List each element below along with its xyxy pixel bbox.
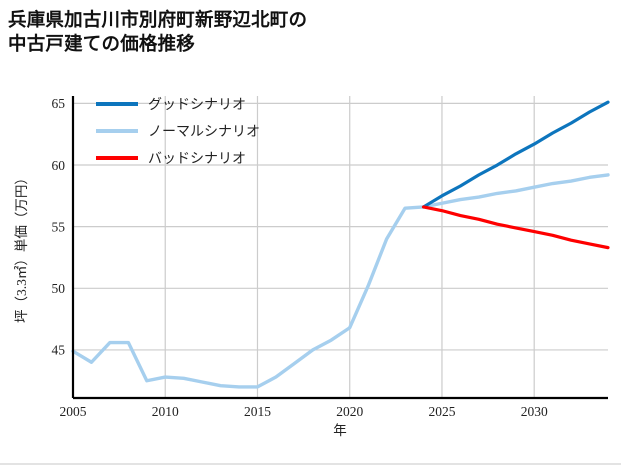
y-axis-tick-labels: 45 50 55 60 65 [52, 96, 66, 358]
y-axis-tick-label: 60 [52, 158, 66, 173]
series-lines [71, 100, 610, 389]
y-axis-tick-label: 55 [52, 219, 66, 234]
legend-label: グッドシナリオ [148, 97, 246, 113]
x-axis-tick-label: 2030 [521, 404, 548, 419]
legend-label: バッドシナリオ [148, 152, 246, 167]
series-line-good [421, 100, 610, 209]
x-axis-tick-label: 2010 [152, 404, 179, 419]
legend-label: ノーマルシナリオ [148, 125, 260, 140]
series-line-bad [421, 205, 610, 250]
grid-lines [72, 96, 608, 398]
bottom-divider [0, 463, 621, 465]
series-line-normal [71, 173, 610, 389]
chart-title: 兵庫県加古川市別府町新野辺北町の 中古戸建ての価格推移 [8, 9, 308, 55]
x-axis-tick-label: 2005 [60, 404, 87, 419]
x-axis-tick-label: 2015 [244, 404, 271, 419]
x-axis-tick-label: 2020 [336, 404, 363, 419]
x-axis-title: 年 [333, 423, 347, 438]
y-axis-title: 坪（3.3㎡）単価（万円） [14, 171, 29, 323]
x-axis-tick-label: 2025 [428, 404, 455, 419]
y-axis-tick-label: 65 [52, 96, 66, 111]
y-axis-tick-label: 45 [52, 343, 66, 358]
x-axis-tick-labels: 2005 2010 2015 2020 2025 2030 [60, 404, 548, 419]
y-axis-tick-label: 50 [52, 281, 66, 296]
